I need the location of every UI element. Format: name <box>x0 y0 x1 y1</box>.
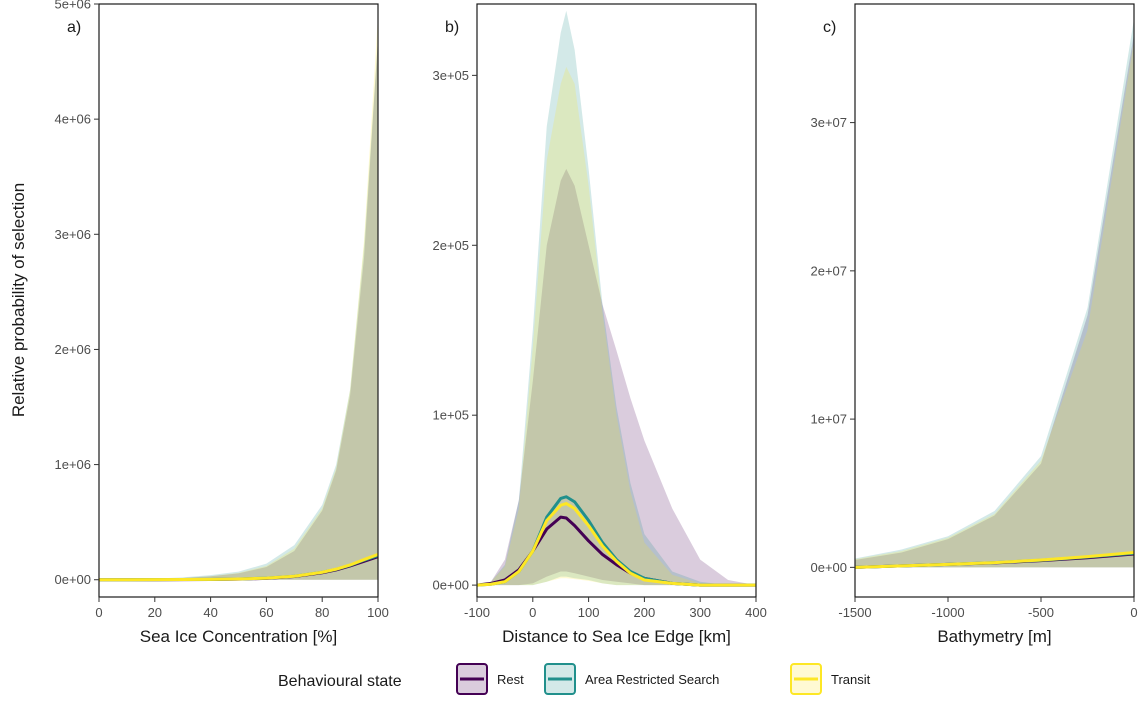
y-tick-label: 3e+07 <box>810 115 847 130</box>
panel-frame <box>854 3 1135 598</box>
x-tick-label: -1000 <box>931 605 964 620</box>
x-tick-label: 300 <box>689 605 711 620</box>
legend-item-area-restricted-search: Area Restricted Search <box>544 663 719 695</box>
x-tick-label: 0 <box>529 605 536 620</box>
y-tick-label: 0e+00 <box>432 578 469 593</box>
panel-frame <box>476 3 757 598</box>
line-transit <box>855 551 1134 569</box>
x-tick-label: 200 <box>634 605 656 620</box>
ribbon-area-restricted-search <box>477 10 756 586</box>
panel-tag: a) <box>67 19 81 36</box>
y-tick-label: 3e+05 <box>432 68 469 83</box>
panel-tag: b) <box>445 19 459 36</box>
y-tick-label: 1e+07 <box>810 412 847 427</box>
plot-content <box>477 10 756 587</box>
x-tick-label: 400 <box>745 605 767 620</box>
legend-label: Rest <box>497 672 524 687</box>
x-tick-label: 0 <box>95 605 102 620</box>
panel-frame <box>98 3 379 598</box>
x-tick-label: 60 <box>259 605 273 620</box>
plot-content <box>99 15 378 582</box>
panel-tag: c) <box>823 19 836 36</box>
line-transit <box>477 502 756 587</box>
legend-title: Behavioural state <box>278 673 402 690</box>
y-tick-label: 2e+07 <box>810 263 847 278</box>
x-axis-title: Sea Ice Concentration [%] <box>140 627 338 646</box>
plot-area <box>855 4 1134 597</box>
x-tick-label: -100 <box>464 605 490 620</box>
ribbon-area-restricted-search <box>855 18 1134 568</box>
legend-label: Area Restricted Search <box>585 672 719 687</box>
ribbon-area-restricted-search <box>99 38 378 580</box>
x-tick-label: 80 <box>315 605 329 620</box>
ribbon-transit <box>477 66 756 586</box>
x-tick-label: 100 <box>367 605 389 620</box>
legend-item-transit: Transit <box>790 663 871 695</box>
x-tick-label: -500 <box>1028 605 1054 620</box>
y-tick-label: 0e+00 <box>54 572 91 587</box>
y-tick-label: 4e+06 <box>54 112 91 127</box>
plot-area <box>477 4 756 597</box>
x-tick-label: 20 <box>148 605 162 620</box>
ribbon-transit <box>855 41 1134 568</box>
panels: 0e+00 1e+06 2e+06 3e+06 4e+06 5e+06 0 20 40 60 80 1… <box>54 0 1137 646</box>
y-axis-title: Relative probability of selection <box>9 183 28 417</box>
plot-area <box>99 4 378 597</box>
y-tick-label: 0e+00 <box>810 560 847 575</box>
y-tick-label: 1e+05 <box>432 408 469 423</box>
legend-label: Transit <box>831 672 871 687</box>
x-axis-title: Bathymetry [m] <box>937 627 1051 646</box>
line-transit <box>99 552 378 582</box>
ribbon-rest <box>477 168 756 586</box>
plot-content <box>855 18 1134 569</box>
legend: Behavioural state Rest Area Restricted Se… <box>278 663 871 695</box>
ribbon-rest <box>855 33 1134 568</box>
y-tick-label: 2e+05 <box>432 238 469 253</box>
legend-item-rest: Rest <box>456 663 524 695</box>
x-tick-label: 0 <box>1130 605 1137 620</box>
x-tick-label: 40 <box>203 605 217 620</box>
y-tick-label: 2e+06 <box>54 342 91 357</box>
ribbon-transit <box>99 15 378 580</box>
y-tick-label: 3e+06 <box>54 227 91 242</box>
ribbon-rest <box>99 38 378 580</box>
panel-3: 0e+00 1e+07 2e+07 3e+07 -1500 -1000 -500 0 Bathy… <box>810 3 1138 646</box>
panel-2: 0e+00 1e+05 2e+05 3e+05 -100 0 100 200 300 400 Dis… <box>432 3 767 646</box>
panel-1: 0e+00 1e+06 2e+06 3e+06 4e+06 5e+06 0 20 40 60 80 1… <box>54 0 388 646</box>
x-tick-label: -1500 <box>838 605 871 620</box>
y-tick-label: 5e+06 <box>54 0 91 12</box>
x-tick-label: 100 <box>578 605 600 620</box>
x-axis-title: Distance to Sea Ice Edge [km] <box>502 627 731 646</box>
legend-items: Rest Area Restricted Search Transit <box>456 663 871 695</box>
y-tick-label: 1e+06 <box>54 457 91 472</box>
